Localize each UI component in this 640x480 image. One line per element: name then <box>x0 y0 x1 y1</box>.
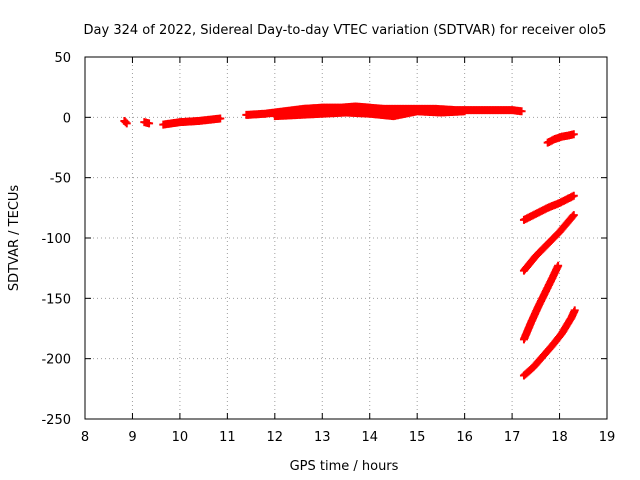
x-tick-label: 16 <box>456 430 473 445</box>
y-tick-label: 0 <box>63 111 71 126</box>
series-seg8 <box>519 261 563 344</box>
series-seg9 <box>519 306 579 380</box>
plot-frame <box>84 56 608 420</box>
data-point <box>517 107 526 116</box>
series-seg6 <box>519 191 578 224</box>
x-tick-label: 17 <box>504 430 521 445</box>
data-point <box>460 107 469 116</box>
x-tick-label: 8 <box>81 430 89 445</box>
x-tick-label: 12 <box>267 430 284 445</box>
series-seg3 <box>159 114 225 129</box>
x-tick-label: 19 <box>599 430 616 445</box>
x-tick-label: 18 <box>551 430 568 445</box>
chart-title: Day 324 of 2022, Sidereal Day-to-day VTE… <box>84 23 607 38</box>
axis-ticks: 8 9 10 11 12 13 14 15 16 17 18 19 50 0 -50 -100 -150 -200… <box>41 51 615 445</box>
data-points <box>120 102 579 380</box>
x-tick-label: 10 <box>172 430 189 445</box>
x-tick-label: 15 <box>409 430 426 445</box>
y-tick-label: 50 <box>54 51 71 66</box>
series-seg4-lower <box>270 107 469 121</box>
x-tick-label: 14 <box>361 430 378 445</box>
data-point <box>122 119 131 128</box>
data-point <box>568 212 577 221</box>
y-tick-label: -200 <box>41 353 71 368</box>
data-point <box>554 261 563 270</box>
y-tick-label: -150 <box>41 292 71 307</box>
y-axis-label: SDTVAR / TECUs <box>7 185 22 292</box>
series-seg2 <box>140 118 154 128</box>
y-tick-label: -100 <box>41 232 71 247</box>
data-point <box>121 118 130 127</box>
y-tick-label: -50 <box>50 172 71 187</box>
x-tick-label: 11 <box>219 430 236 445</box>
y-tick-label: -250 <box>41 413 71 428</box>
data-point <box>216 114 225 123</box>
series-seg1 <box>120 116 131 128</box>
data-point <box>570 306 579 315</box>
x-tick-label: 9 <box>128 430 136 445</box>
data-point <box>569 191 578 200</box>
data-point <box>569 211 578 220</box>
series-seg7 <box>519 211 578 275</box>
x-tick-label: 13 <box>314 430 331 445</box>
data-point <box>145 119 154 128</box>
x-axis-label: GPS time / hours <box>290 459 399 474</box>
data-point <box>569 130 578 139</box>
series-seg5 <box>543 130 578 147</box>
